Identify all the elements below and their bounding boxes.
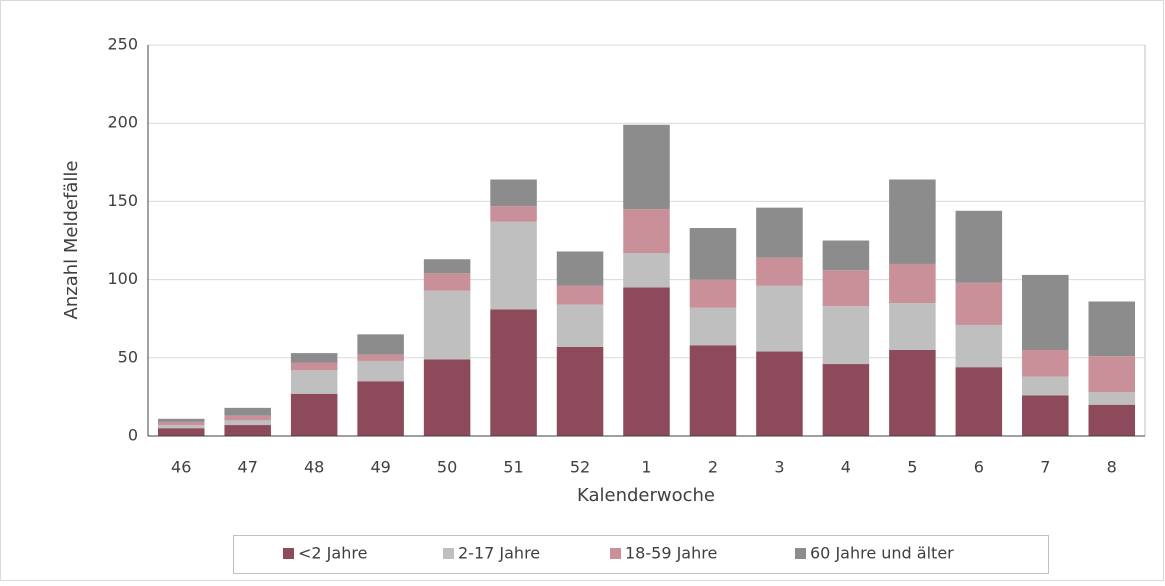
bar-segment [1022, 349, 1069, 377]
bar-segment [224, 420, 271, 426]
bar-segment [556, 285, 604, 305]
bar-segment [1088, 356, 1136, 393]
bar-segment [1088, 301, 1136, 357]
bar-segment [1088, 404, 1136, 436]
bar-segment [756, 285, 803, 352]
bar-segment [689, 279, 737, 308]
x-tick-label: 46 [171, 458, 191, 477]
bar-segment [955, 210, 1003, 283]
bar-segment [157, 421, 205, 426]
bar-segment [490, 221, 537, 310]
bar-segment [290, 370, 338, 394]
bar-segment [1022, 274, 1069, 350]
x-tick-label: 52 [570, 458, 590, 477]
bar-segment [623, 253, 670, 288]
bar-segment [423, 259, 471, 274]
x-tick-label: 6 [974, 458, 984, 477]
bar-segment [157, 425, 205, 429]
legend-label: 60 Jahre und älter [810, 544, 954, 563]
bar-segment [822, 240, 870, 271]
bar-segment [955, 324, 1003, 368]
bar-segment [623, 287, 670, 436]
bar-segment [822, 364, 870, 436]
x-tick-label: 4 [841, 458, 851, 477]
legend-swatch [443, 548, 454, 559]
bar-segment [556, 346, 604, 436]
y-tick-label: 150 [107, 191, 138, 210]
bar-segment [955, 367, 1003, 436]
bar-segment [290, 393, 338, 436]
bar-segment [556, 304, 604, 347]
bar-segment [357, 354, 404, 361]
bar-segment [889, 349, 936, 436]
bar-segment [290, 362, 338, 371]
bar-segment [490, 179, 537, 207]
bar-segment [357, 334, 404, 355]
x-tick-label: 49 [370, 458, 390, 477]
bar-segment [889, 303, 936, 350]
legend-label: <2 Jahre [298, 544, 367, 563]
bar-segment [157, 418, 205, 422]
bar-segment [423, 290, 471, 360]
x-axis-title: Kalenderwoche [577, 485, 715, 506]
bar-segment [889, 263, 936, 304]
legend-swatch [283, 548, 294, 559]
bar-segment [1022, 395, 1069, 436]
bar-segment [756, 257, 803, 286]
x-tick-label: 51 [503, 458, 523, 477]
bar-segment [157, 428, 205, 436]
bar-segment [490, 206, 537, 222]
legend-box [233, 535, 1049, 574]
bar-segment [1088, 392, 1136, 405]
bar-segment [689, 307, 737, 346]
bar-segment [822, 270, 870, 307]
bar-segment [423, 273, 471, 291]
bar-segment [224, 425, 271, 436]
bar-segment [423, 359, 471, 436]
y-tick-label: 0 [128, 426, 138, 445]
bar-segment [822, 306, 870, 365]
y-axis-title: Anzahl Meldefälle [61, 161, 82, 320]
bar-segment [357, 360, 404, 382]
x-tick-label: 3 [774, 458, 784, 477]
bar-segment [623, 124, 670, 210]
x-tick-label: 1 [641, 458, 651, 477]
bar-segment [689, 227, 737, 280]
bar-segment [490, 309, 537, 436]
x-tick-label: 8 [1107, 458, 1117, 477]
x-tick-label: 5 [907, 458, 917, 477]
bar-segment [955, 282, 1003, 325]
x-tick-label: 50 [437, 458, 457, 477]
bar-segment [623, 209, 670, 254]
y-tick-label: 200 [107, 113, 138, 132]
bar-segment [357, 381, 404, 436]
legend-label: 2-17 Jahre [458, 544, 540, 563]
y-tick-label: 250 [107, 35, 138, 54]
x-tick-label: 48 [304, 458, 324, 477]
legend-swatch [795, 548, 806, 559]
bar-segment [756, 207, 803, 258]
bar-segment [224, 415, 271, 421]
y-tick-label: 100 [107, 269, 138, 288]
bar-segment [689, 345, 737, 436]
bar-segment [224, 407, 271, 416]
bar-segment [1022, 376, 1069, 396]
y-tick-label: 50 [118, 347, 138, 366]
x-tick-label: 7 [1040, 458, 1050, 477]
x-tick-label: 47 [238, 458, 258, 477]
legend-label: 18-59 Jahre [625, 544, 717, 563]
bar-segment [290, 353, 338, 363]
bar-segment [756, 351, 803, 436]
bar-segment [889, 179, 936, 264]
x-tick-label: 2 [708, 458, 718, 477]
legend-swatch [610, 548, 621, 559]
bar-segment [556, 251, 604, 286]
